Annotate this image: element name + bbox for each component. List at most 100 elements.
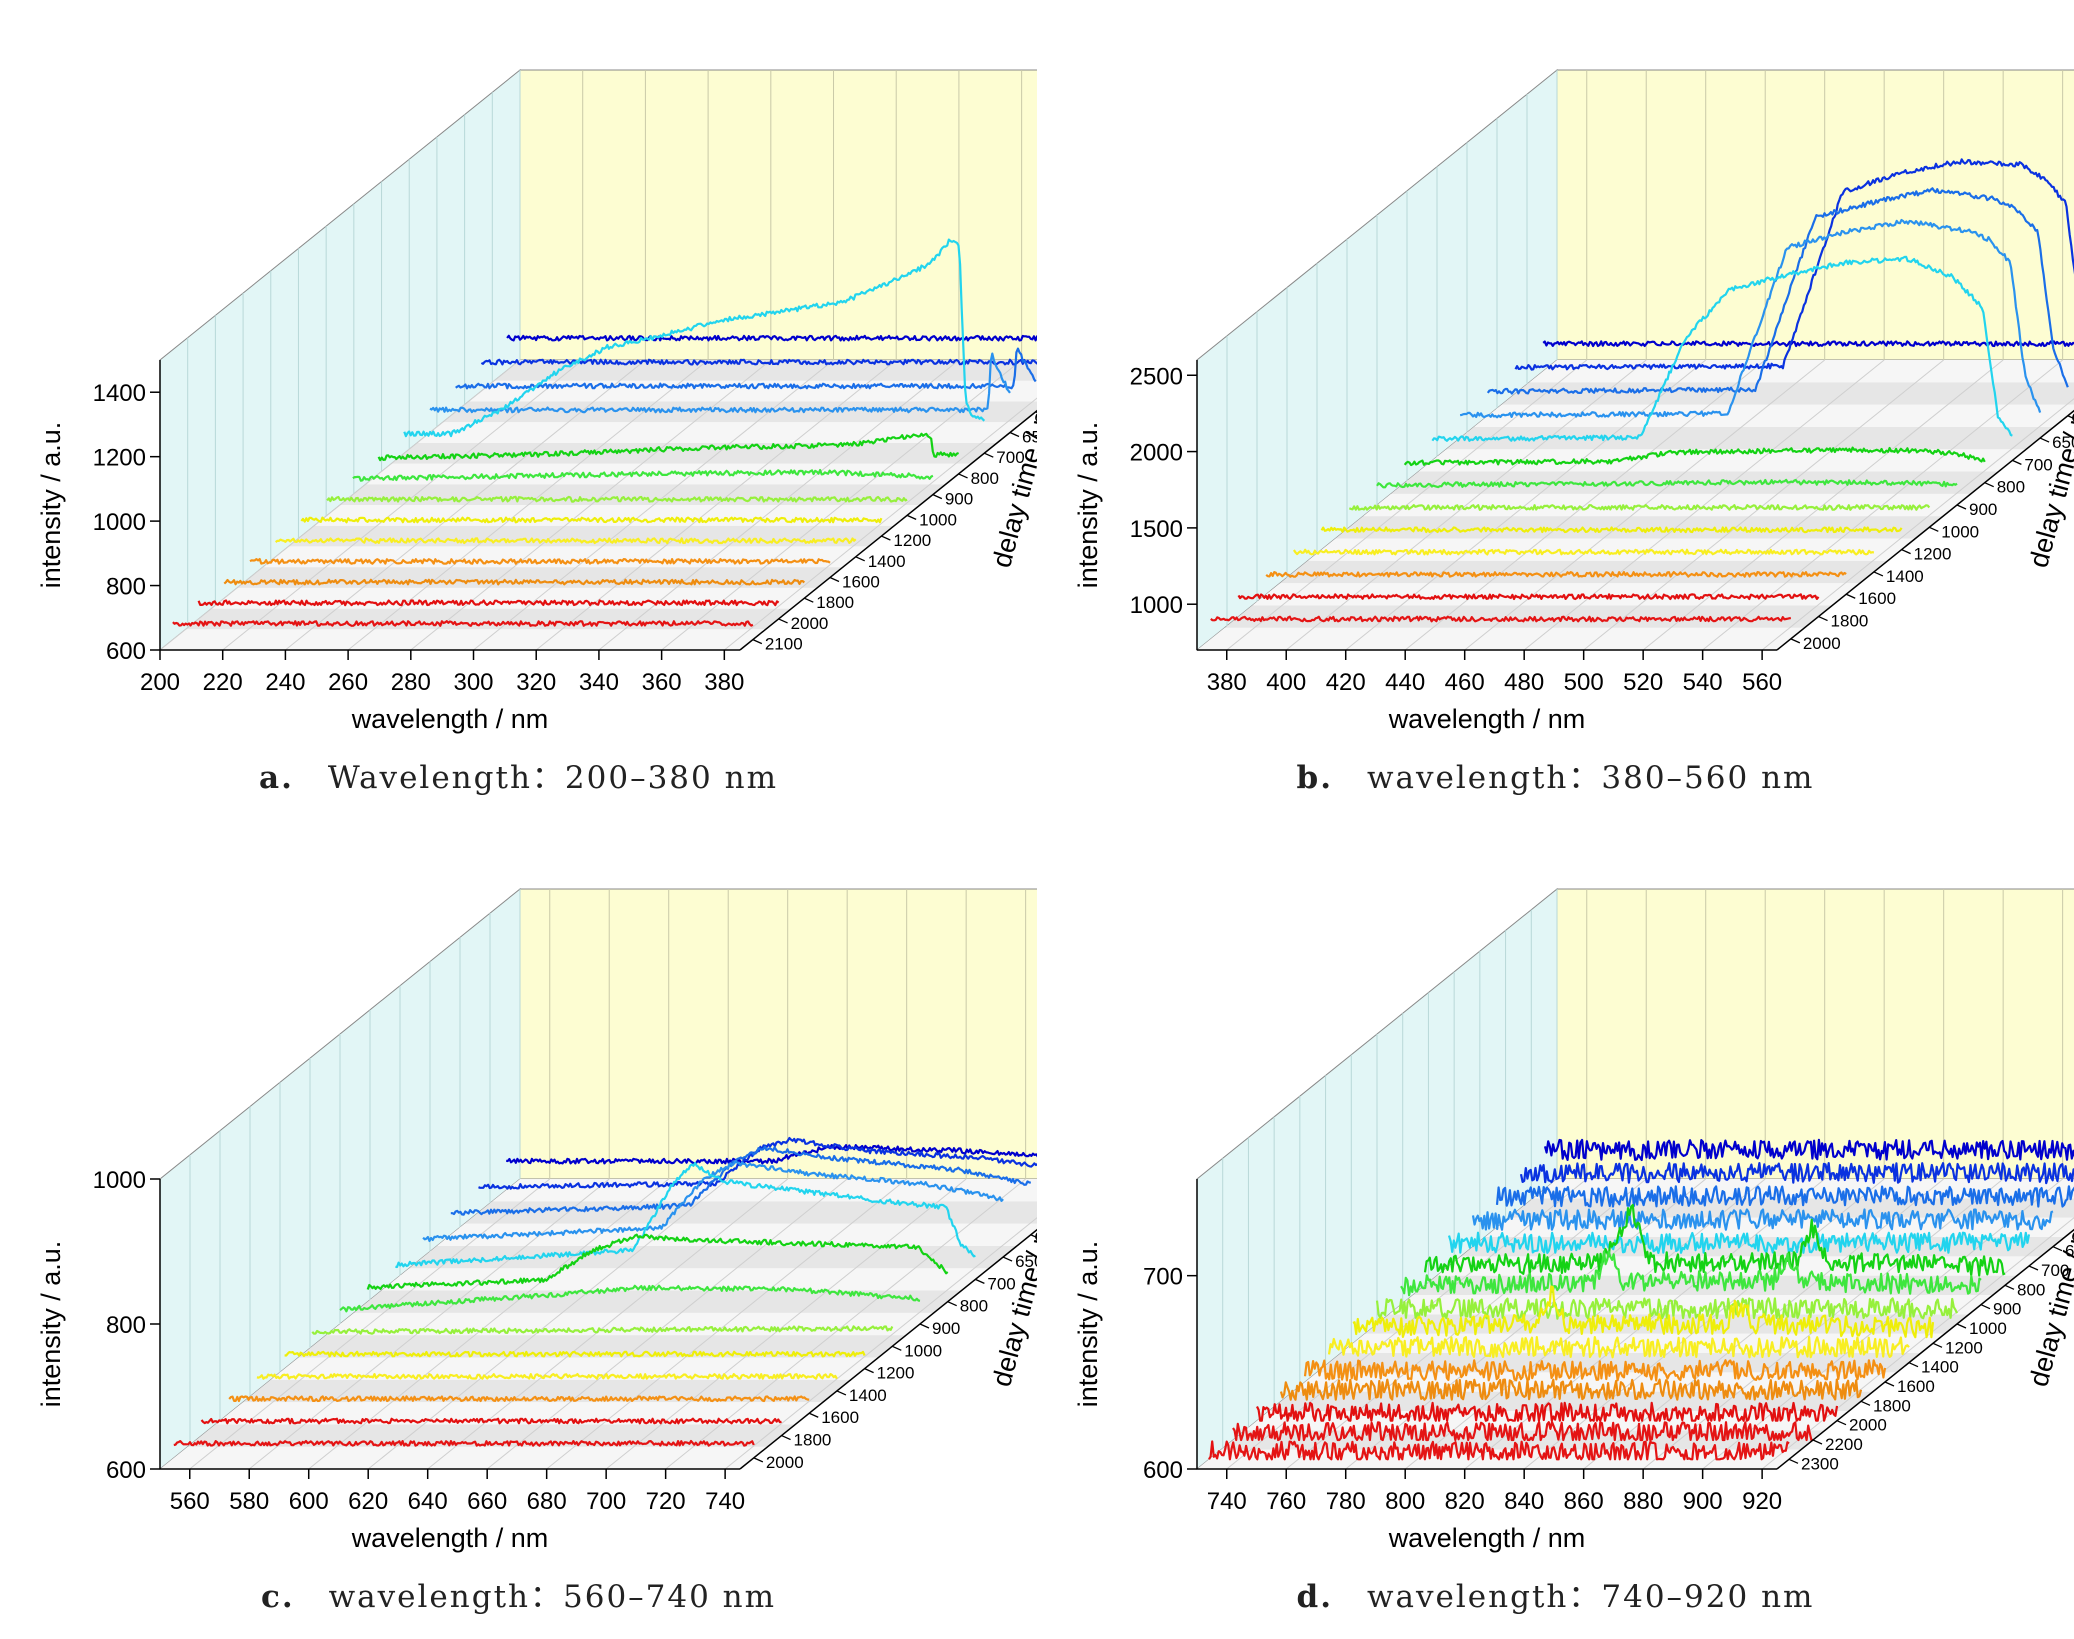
delay-tick-label: 1400 — [849, 1386, 887, 1405]
x-tick-label: 380 — [704, 669, 744, 696]
delay-tick-label: 900 — [1993, 1300, 2021, 1319]
floor-gridline — [1523, 359, 1885, 651]
series-line-1200 — [300, 516, 883, 524]
floor-band — [1307, 538, 1916, 561]
chart-panel-d: 7407607808008208408608809009206007005005… — [1037, 819, 2074, 1638]
z-tick — [829, 576, 840, 583]
floor-gridline — [1761, 398, 2074, 651]
delay-tick-label: 900 — [945, 490, 973, 509]
series-line-900 — [1400, 1250, 1982, 1297]
floor-band — [160, 1446, 768, 1469]
floor-gridline — [661, 359, 1022, 651]
delay-tick-label: 2000 — [1803, 634, 1841, 653]
x-tick-label: 880 — [1623, 1488, 1663, 1515]
series-line-1000 — [311, 1325, 894, 1335]
floor-gridline — [1345, 359, 1707, 651]
x-tick-label: 920 — [1742, 1488, 1782, 1515]
series-line-700 — [403, 238, 986, 438]
x-tick-label: 300 — [453, 669, 493, 696]
floor-gridline — [1285, 359, 1647, 651]
floor-gridline — [1583, 1178, 1944, 1470]
x-tick-label: 660 — [467, 1488, 507, 1515]
series-line-1200 — [1320, 526, 1903, 534]
floor-gridline — [1702, 359, 2063, 651]
x-tick-label: 760 — [1266, 1488, 1306, 1515]
delay-tick-label: 1400 — [1886, 567, 1924, 586]
floor-band — [381, 1268, 990, 1291]
y-tick-label: 800 — [106, 574, 146, 601]
floor-band — [1446, 426, 2054, 450]
x-tick-label: 500 — [1564, 669, 1604, 696]
series-line-1400 — [275, 537, 857, 545]
z-axis-line — [739, 409, 1037, 651]
series-line-1200 — [1352, 1285, 1935, 1339]
x-tick-label: 780 — [1326, 1488, 1366, 1515]
x-tick-label: 220 — [203, 669, 243, 696]
series-group — [1208, 1138, 2074, 1461]
series-line-1800 — [223, 578, 806, 586]
z-tick — [2067, 415, 2074, 420]
series-line-500 — [506, 1144, 1037, 1165]
z-tick — [975, 1278, 985, 1284]
chart-panel-c: 560 580 600 620 640 660 680 700 720 740 600 800 1000… — [0, 819, 1037, 1638]
y-axis-label: intensity / a.u. — [1073, 1241, 1103, 1408]
series-line-1800 — [200, 1417, 782, 1425]
waterfall-chart-a: 200 220 240 260 280 300 320 340 360 380 600 800 1000… — [36, 68, 1037, 734]
floor-band — [270, 1357, 879, 1380]
delay-tick-label: 1600 — [1897, 1377, 1935, 1396]
series-line-550 — [1514, 158, 2074, 371]
axes: 560 580 600 620 640 660 680 700 720 740 600 800 1000… — [36, 1167, 1037, 1553]
z-tick — [1884, 1381, 1895, 1387]
chart-panel-b: 380 400 420 440 460 480 500 520 540 560 1000 1500 20… — [1037, 0, 2074, 819]
series-line-800 — [1403, 446, 1986, 467]
chart-walls — [159, 887, 1037, 1471]
floor-band — [1224, 605, 1833, 628]
floor-band — [1363, 493, 1971, 517]
floor-band — [1197, 627, 1805, 650]
x-tick-label: 540 — [1683, 669, 1723, 696]
y-tick-label: 2500 — [1130, 363, 1183, 390]
z-tick — [932, 494, 943, 500]
z-tick — [892, 1345, 902, 1351]
z-tick — [1929, 526, 1939, 532]
z-tick — [1788, 1458, 1799, 1464]
delay-tick-label: 650 — [2052, 433, 2074, 452]
floor-gridline — [285, 359, 646, 651]
series-line-500 — [1542, 340, 2074, 348]
x-tick-label: 840 — [1504, 1488, 1544, 1515]
delay-tick-label: 1200 — [893, 531, 931, 550]
z-tick — [1956, 504, 1967, 510]
delay-tick-label: 800 — [1997, 478, 2025, 497]
z-tick — [836, 1390, 847, 1396]
series-line-900 — [1376, 478, 1958, 489]
delay-tick-label: 2000 — [1849, 1416, 1887, 1435]
caption-letter: c. — [260, 1579, 295, 1615]
z-tick — [881, 535, 891, 541]
floor-band — [1473, 404, 2074, 427]
series-line-650 — [429, 352, 1011, 414]
x-tick-label: 800 — [1385, 1488, 1425, 1515]
series-line-1800 — [1237, 593, 1820, 601]
floor-band — [417, 422, 1023, 443]
z-tick — [855, 556, 865, 562]
x-tick-label: 520 — [1623, 669, 1663, 696]
series-line-2000 — [173, 1439, 755, 1447]
x-tick-label: 480 — [1504, 669, 1544, 696]
series-line-800 — [366, 1233, 949, 1290]
caption-letter: b. — [1296, 760, 1334, 796]
delay-tick-label: 1000 — [904, 1341, 942, 1360]
series-line-700 — [395, 1161, 976, 1269]
series-line-1600 — [1265, 571, 1847, 578]
delay-tick-label: 800 — [960, 1297, 988, 1316]
delay-tick-label: 1600 — [1858, 589, 1896, 608]
delay-tick-label: 650 — [2065, 1242, 2074, 1261]
z-tick — [1860, 1400, 1871, 1406]
series-line-500 — [1543, 1138, 2074, 1162]
x-tick-label: 420 — [1326, 669, 1366, 696]
delay-tick-label: 1400 — [868, 552, 906, 571]
series-line-600 — [1495, 1185, 2074, 1208]
y-tick-label: 1000 — [93, 1167, 146, 1194]
x-tick-label: 400 — [1266, 669, 1306, 696]
x-tick-label: 620 — [348, 1488, 388, 1515]
z-tick — [808, 1412, 819, 1418]
